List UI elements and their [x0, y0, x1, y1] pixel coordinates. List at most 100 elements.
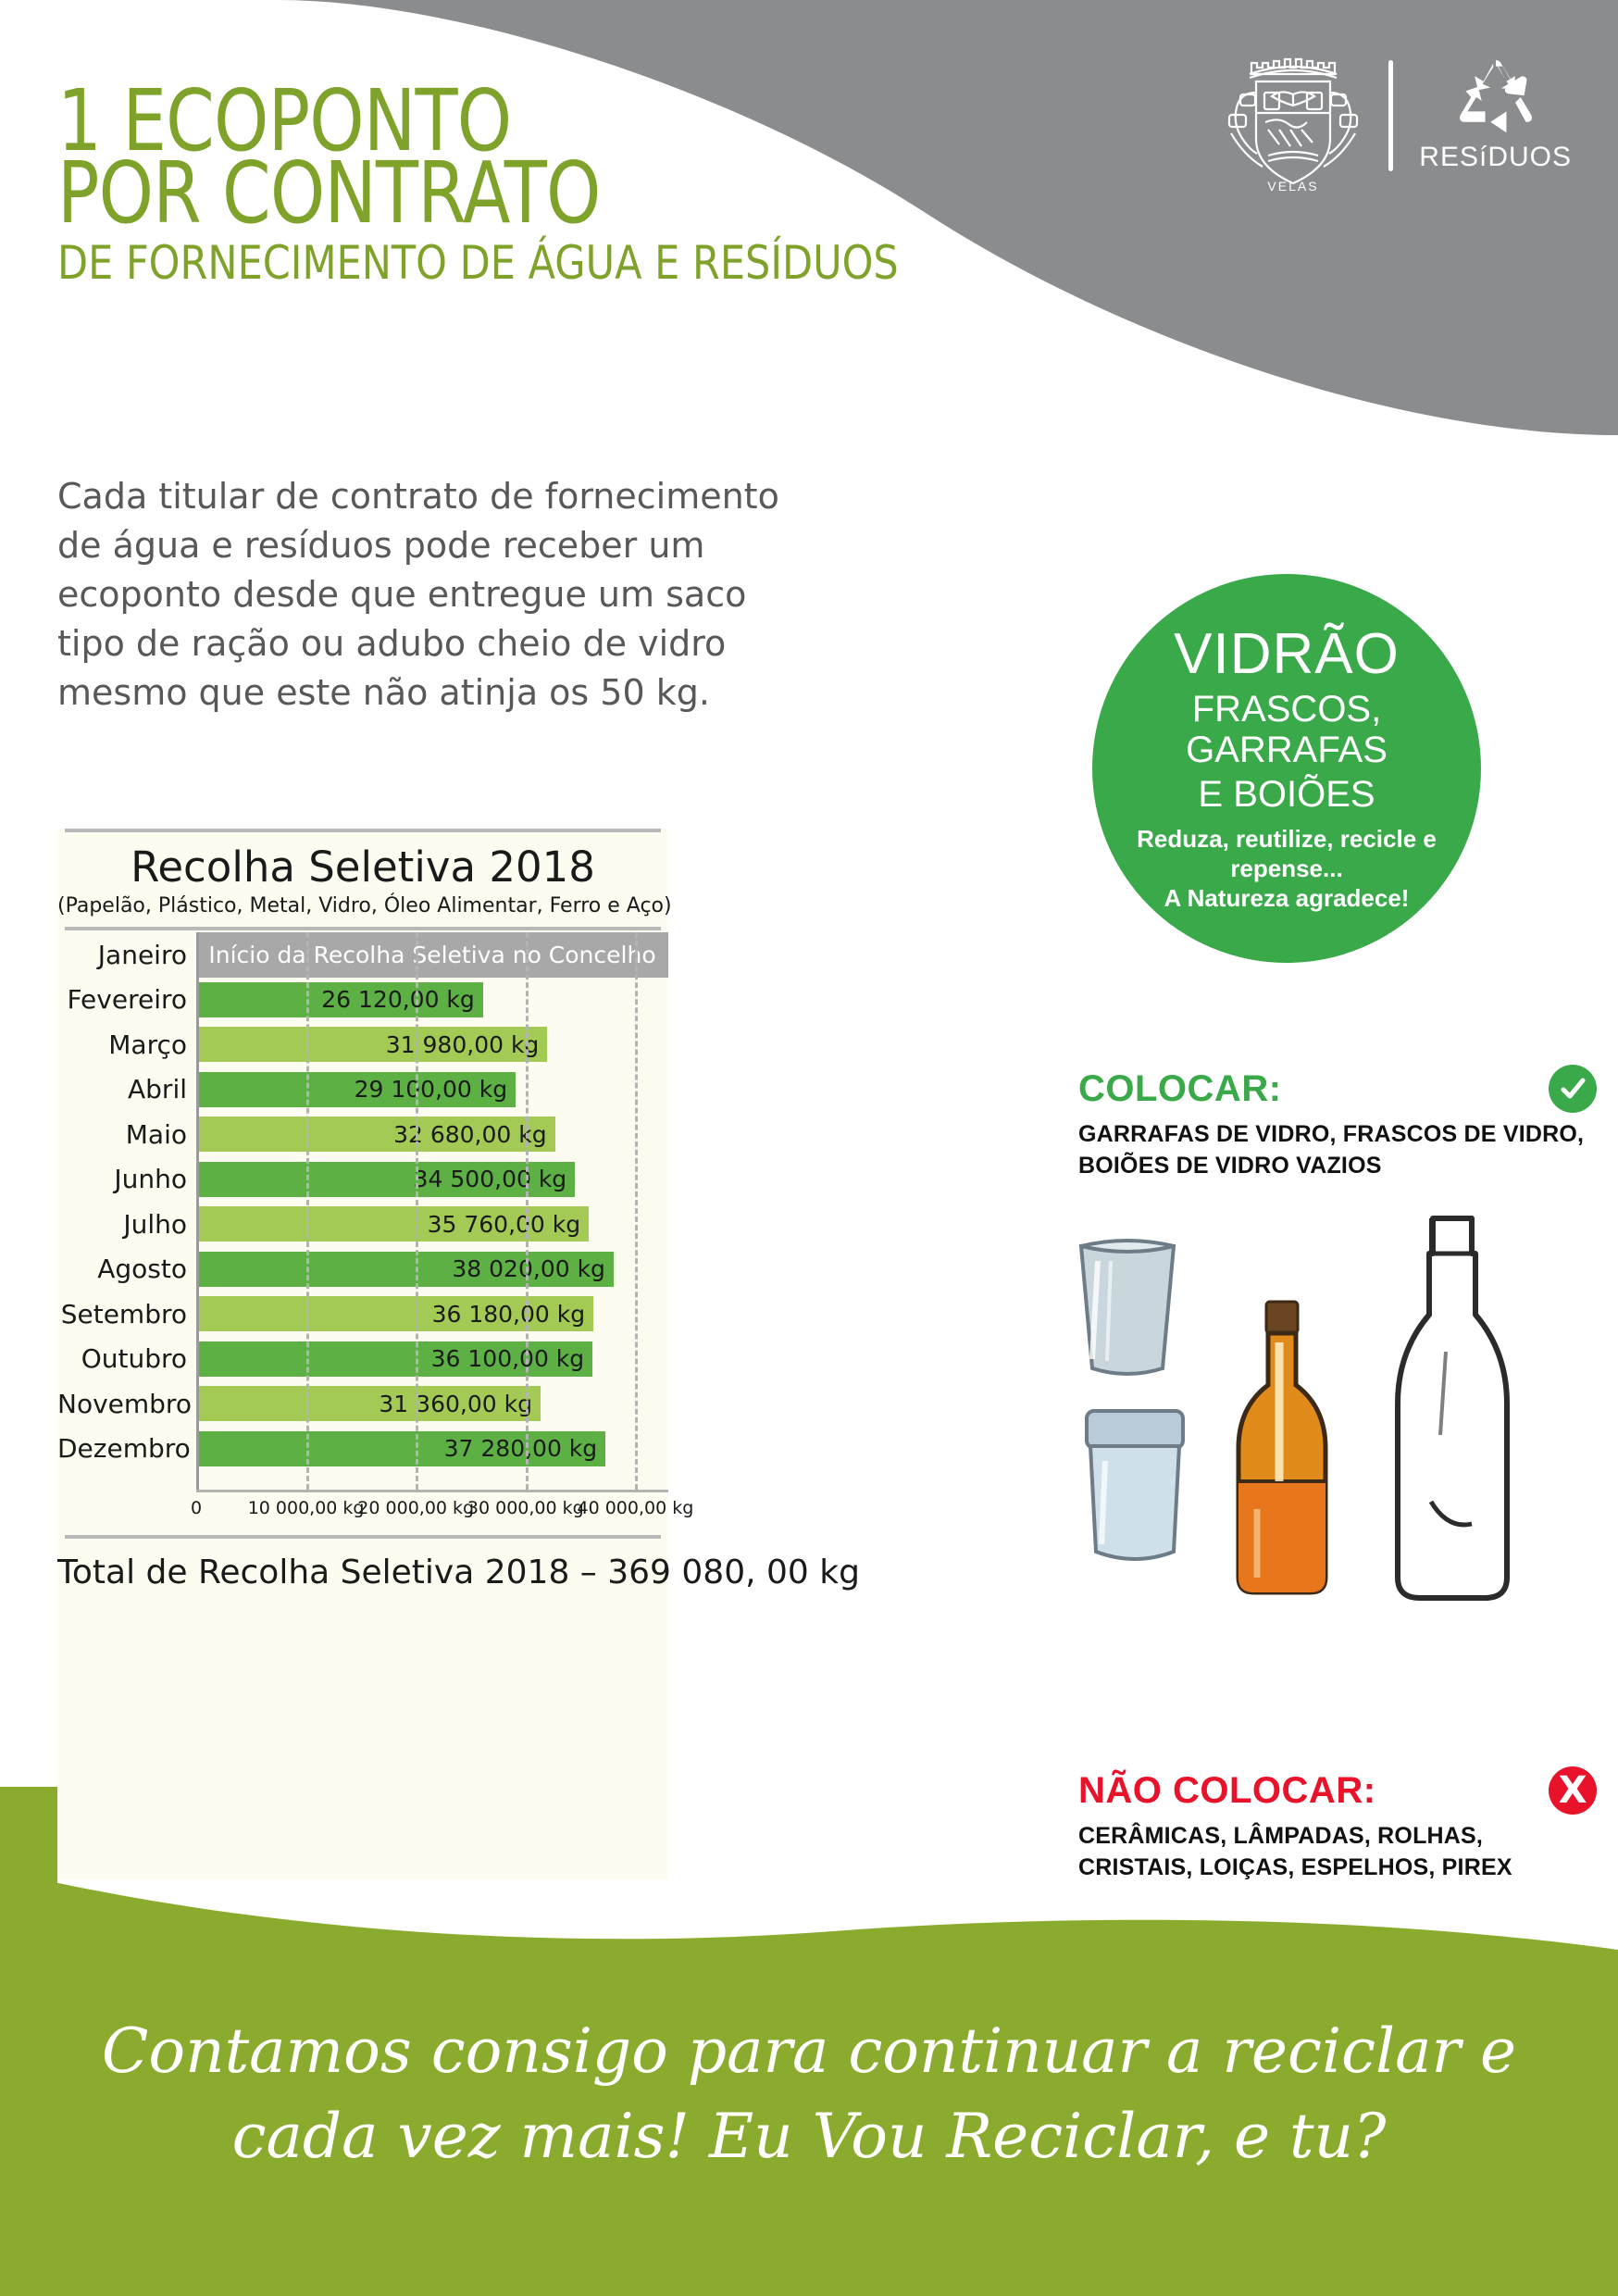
chart-row: Março 31 980,00 kg	[57, 1022, 668, 1067]
chart-bar: 35 760,00 kg	[196, 1206, 590, 1242]
chart-row: Dezembro 37 280,00 kg	[57, 1427, 668, 1472]
chart-gridline	[416, 932, 419, 1490]
vidrao-motto-line-2: repense...	[1230, 855, 1343, 882]
intro-line-5: mesmo que este não atinja os 50 kg.	[57, 672, 710, 713]
colocar-header: COLOCAR:	[1078, 1065, 1597, 1113]
chart-gridline	[635, 932, 639, 1490]
headline-line-2: POR CONTRATO	[57, 144, 601, 243]
nao-colocar-title: NÃO COLOCAR:	[1078, 1769, 1376, 1811]
colocar-section: COLOCAR: GARRAFAS DE VIDRO, FRASCOS DE V…	[1078, 1065, 1597, 1181]
chart-category-label: Outubro	[57, 1343, 196, 1375]
chart-category-label: Setembro	[57, 1298, 196, 1329]
residuos-label: RESíDUOS	[1419, 142, 1572, 172]
chart-row: Setembro 36 180,00 kg	[57, 1292, 668, 1337]
chart-subtitle: (Papelão, Plástico, Metal, Vidro, Óleo A…	[57, 894, 672, 917]
chart-category-label: Junho	[57, 1164, 196, 1195]
chart-bar: 26 120,00 kg	[196, 981, 483, 1017]
nao-colocar-section: NÃO COLOCAR: X CERÂMICAS, LÂMPADAS, ROLH…	[1078, 1766, 1597, 1883]
recycle-icon	[1459, 59, 1532, 133]
vidrao-motto-line-3: A Natureza agradece!	[1164, 884, 1410, 912]
chart-bar-track: 31 360,00 kg	[196, 1381, 668, 1427]
chart-category-label: Dezembro	[57, 1433, 196, 1465]
chart-row: Outubro 36 100,00 kg	[57, 1337, 668, 1382]
chart-bar: 34 500,00 kg	[196, 1161, 576, 1197]
chart-bar: 36 180,00 kg	[196, 1296, 594, 1331]
svg-text:VELAS: VELAS	[1268, 179, 1319, 193]
chart-category-label: Julho	[57, 1208, 196, 1240]
headline-line-3: DE FORNECIMENTO DE ÁGUA E RESÍDUOS	[57, 236, 899, 290]
chart-gridline	[196, 932, 199, 1490]
chart-row: Maio 32 680,00 kg	[57, 1112, 668, 1157]
chart-mid-rule	[65, 927, 661, 930]
chart-row: Fevereiro 26 120,00 kg	[57, 978, 668, 1023]
chart-category-label: Fevereiro	[57, 984, 196, 1016]
vidrao-subtitle-line-1: FRASCOS, GARRAFAS	[1186, 689, 1388, 770]
velas-coat-of-arms-icon: VELAS	[1228, 57, 1359, 193]
drinking-glass-icon	[1078, 1239, 1176, 1376]
vidrao-motto-line-1: Reduza, reutilize, recicle e	[1137, 825, 1437, 853]
footer-slogan: Contamos consigo para continuar a recicl…	[0, 2009, 1618, 2179]
chart-bar-track: 26 120,00 kg	[196, 978, 668, 1023]
chart-top-rule	[65, 829, 661, 832]
x-circle-icon: X	[1549, 1766, 1597, 1815]
colocar-line-2: BOIÕES DE VIDRO VAZIOS	[1078, 1153, 1382, 1179]
chart-tick-label: 40 000,00 kg	[577, 1498, 694, 1518]
chart-title: Recolha Seletiva 2018	[131, 842, 595, 892]
nao-colocar-line-2: CRISTAIS, LOIÇAS, ESPELHOS, PIREX	[1078, 1854, 1512, 1880]
chart-bar: 29 100,00 kg	[196, 1071, 517, 1107]
wine-bottle-icon	[1395, 1216, 1510, 1601]
page-title: 1 ECOPONTO POR CONTRATO DE FORNECIMENTO …	[57, 79, 1036, 291]
glass-items-illustration	[1078, 1216, 1510, 1601]
chart-row: Janeiro Início da Recolha Seletiva no Con…	[57, 932, 668, 978]
vidrao-subtitle-line-2: E BOIÕES	[1198, 774, 1375, 815]
recolha-seletiva-chart-card: Recolha Seletiva 2018 (Papelão, Plástico…	[57, 829, 860, 1879]
header-logo-row: VELAS RESíDUOS	[1224, 37, 1572, 194]
chart-bar-track: 38 020,00 kg	[196, 1247, 668, 1292]
chart-category-label: Março	[57, 1029, 196, 1060]
chart-bar: 38 020,00 kg	[196, 1251, 614, 1287]
check-circle-icon	[1549, 1065, 1597, 1113]
intro-line-3: ecoponto desde que entregue um saco	[57, 574, 747, 615]
chart-bar-track: 31 980,00 kg	[196, 1022, 668, 1067]
chart-category-label: Abril	[57, 1074, 196, 1105]
chart-tick-label: 30 000,00 kg	[467, 1498, 584, 1518]
chart-bar-track: Início da Recolha Seletiva no Concelho	[196, 932, 668, 978]
chart-gridline	[305, 932, 309, 1490]
chart-category-label: Novembro	[57, 1388, 196, 1419]
chart-row: Novembro 31 360,00 kg	[57, 1381, 668, 1427]
chart-bar: 36 100,00 kg	[196, 1341, 593, 1377]
chart-row: Agosto 38 020,00 kg	[57, 1247, 668, 1292]
vidrao-badge: VIDRÃO FRASCOS, GARRAFAS E BOIÕES Reduza…	[1092, 574, 1481, 963]
chart-tick-label: 10 000,00 kg	[247, 1498, 365, 1518]
chart-bar-track: 36 100,00 kg	[196, 1337, 668, 1382]
chart-bar-track: 29 100,00 kg	[196, 1067, 668, 1113]
footer-banner: Contamos consigo para continuar a recicl…	[0, 1870, 1618, 2296]
chart-bar: Início da Recolha Seletiva no Concelho	[196, 932, 668, 978]
chart-category-label: Agosto	[57, 1254, 196, 1285]
chart-bar: 37 280,00 kg	[196, 1430, 606, 1466]
jar-icon	[1085, 1409, 1185, 1561]
nao-colocar-header: NÃO COLOCAR: X	[1078, 1766, 1597, 1815]
chart-bar-track: 37 280,00 kg	[196, 1427, 668, 1472]
x-glyph: X	[1558, 1769, 1587, 1812]
chart-bar-track: 36 180,00 kg	[196, 1292, 668, 1337]
colocar-line-1: GARRAFAS DE VIDRO, FRASCOS DE VIDRO,	[1078, 1121, 1585, 1147]
nao-colocar-line-1: CERÂMICAS, LÂMPADAS, ROLHAS,	[1078, 1823, 1484, 1849]
intro-paragraph: Cada titular de contrato de fornecimento…	[57, 472, 779, 718]
chart-tick-label: 0	[190, 1498, 203, 1518]
chart-bar: 31 360,00 kg	[196, 1386, 541, 1421]
chart-row: Julho 35 760,00 kg	[57, 1202, 668, 1247]
vertical-divider-icon	[1388, 60, 1394, 171]
vidrao-title: VIDRÃO	[1174, 622, 1400, 686]
colocar-title: COLOCAR:	[1078, 1067, 1282, 1109]
chart-tick-label: 20 000,00 kg	[357, 1498, 475, 1518]
footer-slogan-line-2: cada vez mais! Eu Vou Reciclar, e tu?	[231, 2101, 1387, 2172]
chart-total-label: Total de Recolha Seletiva 2018 – 369 080…	[57, 1554, 860, 1591]
chart-bottom-rule	[65, 1535, 661, 1539]
intro-line-2: de água e resíduos pode receber um	[57, 525, 705, 566]
beer-bottle-icon	[1236, 1300, 1328, 1595]
chart-bar: 32 680,00 kg	[196, 1117, 555, 1152]
chart-bar-track: 34 500,00 kg	[196, 1157, 668, 1203]
chart-row: Junho 34 500,00 kg	[57, 1157, 668, 1203]
residuos-logo: RESíDUOS	[1419, 58, 1572, 173]
